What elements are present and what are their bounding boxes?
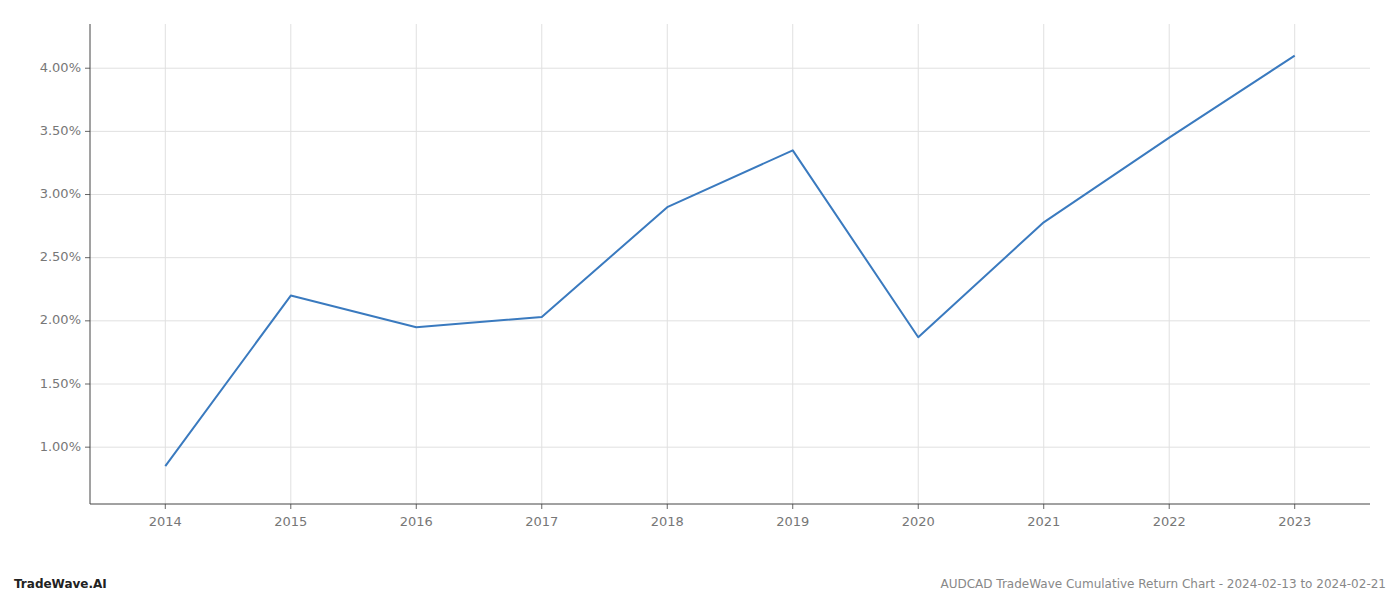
y-axis-line [90,24,91,504]
x-tick-label: 2023 [1278,514,1311,529]
x-tick [1294,504,1295,509]
x-grid-line [541,24,542,504]
plot-area [165,56,1294,467]
footer-left: TradeWave.AI [14,577,107,591]
x-grid-line [1294,24,1295,504]
y-tick-label: 1.50% [40,376,81,391]
y-tick [85,447,90,448]
footer-right: AUDCAD TradeWave Cumulative Return Chart… [940,577,1386,591]
y-tick-label: 3.50% [40,123,81,138]
y-tick-label: 4.00% [40,60,81,75]
y-grid-line [90,257,1370,258]
x-grid-line [792,24,793,504]
x-axis-line [90,504,1370,505]
x-tick [541,504,542,509]
x-tick-label: 2022 [1153,514,1186,529]
x-grid-line [918,24,919,504]
x-tick-label: 2015 [274,514,307,529]
x-tick [1169,504,1170,509]
y-tick-label: 3.00% [40,186,81,201]
x-tick [290,504,291,509]
y-tick [85,320,90,321]
axes: 1.00% 1.50% 2.00% 2.50% 3.00% 3.50% 4.00% 2014 2… [40,24,1370,529]
y-tick-label: 2.50% [40,249,81,264]
x-tick-label: 2019 [776,514,809,529]
x-tick [918,504,919,509]
grid [90,24,1370,504]
x-grid-line [416,24,417,504]
y-tick [85,384,90,385]
x-tick-label: 2020 [902,514,935,529]
x-tick-label: 2018 [651,514,684,529]
y-tick [85,131,90,132]
x-tick [667,504,668,509]
chart: 1.00% 1.50% 2.00% 2.50% 3.00% 3.50% 4.00% 2014 2… [0,0,1400,600]
x-tick-label: 2016 [400,514,433,529]
x-tick-label: 2014 [149,514,182,529]
x-tick-label: 2021 [1027,514,1060,529]
y-tick [85,257,90,258]
y-grid-line [90,447,1370,448]
x-tick [165,504,166,509]
x-grid-line [1169,24,1170,504]
x-tick [1043,504,1044,509]
x-tick-label: 2017 [525,514,558,529]
x-grid-line [165,24,166,504]
y-tick-label: 1.00% [40,439,81,454]
y-grid-line [90,384,1370,385]
y-grid-line [90,320,1370,321]
y-tick-label: 2.00% [40,312,81,327]
y-grid-line [90,68,1370,69]
x-grid-line [290,24,291,504]
y-tick [85,194,90,195]
data-line [165,56,1294,467]
x-tick [416,504,417,509]
x-grid-line [1043,24,1044,504]
y-grid-line [90,194,1370,195]
footer: TradeWave.AI AUDCAD TradeWave Cumulative … [14,577,1386,591]
y-tick [85,68,90,69]
x-grid-line [667,24,668,504]
x-tick [792,504,793,509]
